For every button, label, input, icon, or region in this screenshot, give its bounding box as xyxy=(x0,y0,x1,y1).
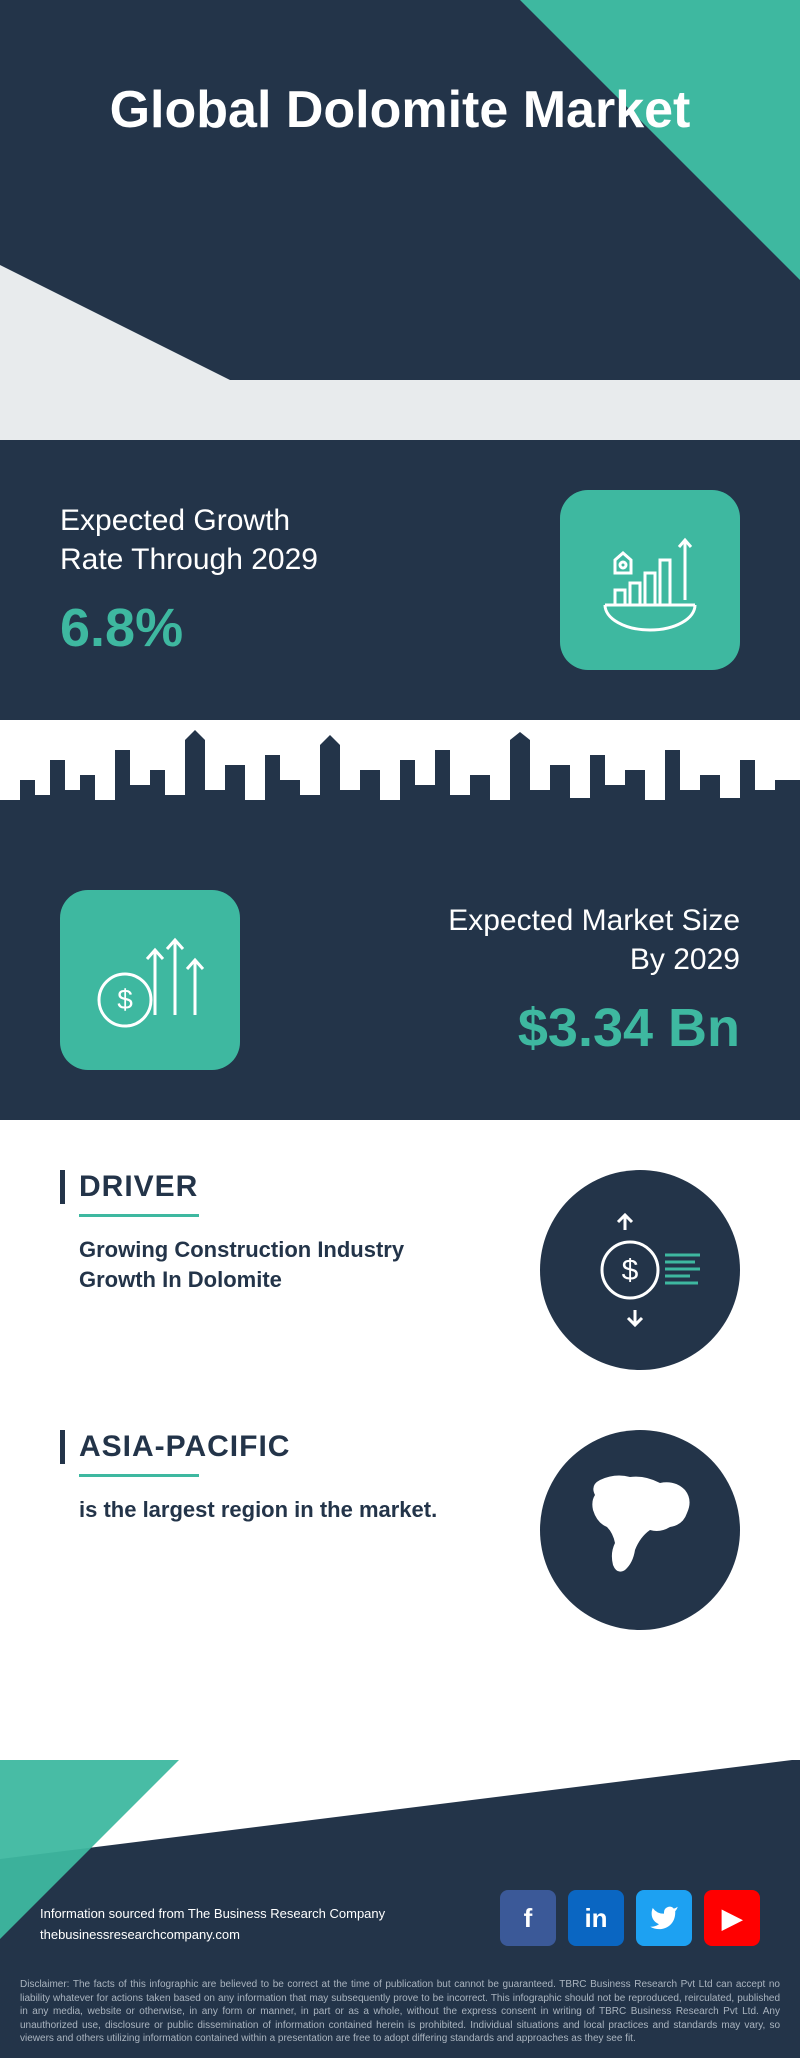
svg-text:$: $ xyxy=(622,1254,639,1287)
driver-row: DRIVER Growing Construction Industry Gro… xyxy=(60,1170,740,1370)
market-size-card: $ Expected Market Size By 2029 $3.34 Bn xyxy=(0,840,800,1120)
hero-triangle-accent xyxy=(520,0,800,280)
continent-map-icon xyxy=(540,1430,740,1630)
info-section: DRIVER Growing Construction Industry Gro… xyxy=(0,1120,800,1720)
growth-rate-card: Expected Growth Rate Through 2029 6.8% xyxy=(0,440,800,720)
region-heading: ASIA-PACIFIC xyxy=(60,1430,437,1464)
footer-content: Information sourced from The Business Re… xyxy=(40,1890,760,1946)
heading-underline xyxy=(79,1214,199,1217)
driver-description: Growing Construction Industry Growth In … xyxy=(79,1235,480,1294)
hero-triangle-light xyxy=(0,240,350,380)
region-text: ASIA-PACIFIC is the largest region in th… xyxy=(60,1430,437,1525)
driver-text: DRIVER Growing Construction Industry Gro… xyxy=(60,1170,480,1294)
linkedin-icon[interactable]: in xyxy=(568,1890,624,1946)
footer-source: Information sourced from The Business Re… xyxy=(40,1904,385,1946)
market-size-value: $3.34 Bn xyxy=(448,997,740,1059)
svg-text:$: $ xyxy=(117,984,133,1015)
dollar-arrows-up-icon: $ xyxy=(60,890,240,1070)
disclaimer-text: Disclaimer: The facts of this infographi… xyxy=(0,1966,800,2058)
driver-heading: DRIVER xyxy=(60,1170,480,1204)
region-description: is the largest region in the market. xyxy=(79,1495,437,1525)
region-row: ASIA-PACIFIC is the largest region in th… xyxy=(60,1430,740,1630)
twitter-icon[interactable] xyxy=(636,1890,692,1946)
market-size-text: Expected Market Size By 2029 $3.34 Bn xyxy=(448,901,740,1059)
dollar-exchange-icon: $ xyxy=(540,1170,740,1370)
youtube-icon[interactable]: ▶ xyxy=(704,1890,760,1946)
growth-rate-label: Expected Growth Rate Through 2029 xyxy=(60,501,318,579)
footer-section: Information sourced from The Business Re… xyxy=(0,1760,800,1966)
skyline-divider xyxy=(0,720,800,840)
facebook-icon[interactable]: f xyxy=(500,1890,556,1946)
globe-chart-growth-icon xyxy=(560,490,740,670)
market-size-label: Expected Market Size By 2029 xyxy=(448,901,740,979)
spacer xyxy=(0,380,800,440)
growth-rate-value: 6.8% xyxy=(60,597,318,659)
hero-section: Global Dolomite Market xyxy=(0,0,800,380)
page-title: Global Dolomite Market xyxy=(0,80,800,140)
growth-rate-text: Expected Growth Rate Through 2029 6.8% xyxy=(60,501,318,659)
social-links: f in ▶ xyxy=(500,1890,760,1946)
heading-underline xyxy=(79,1474,199,1477)
